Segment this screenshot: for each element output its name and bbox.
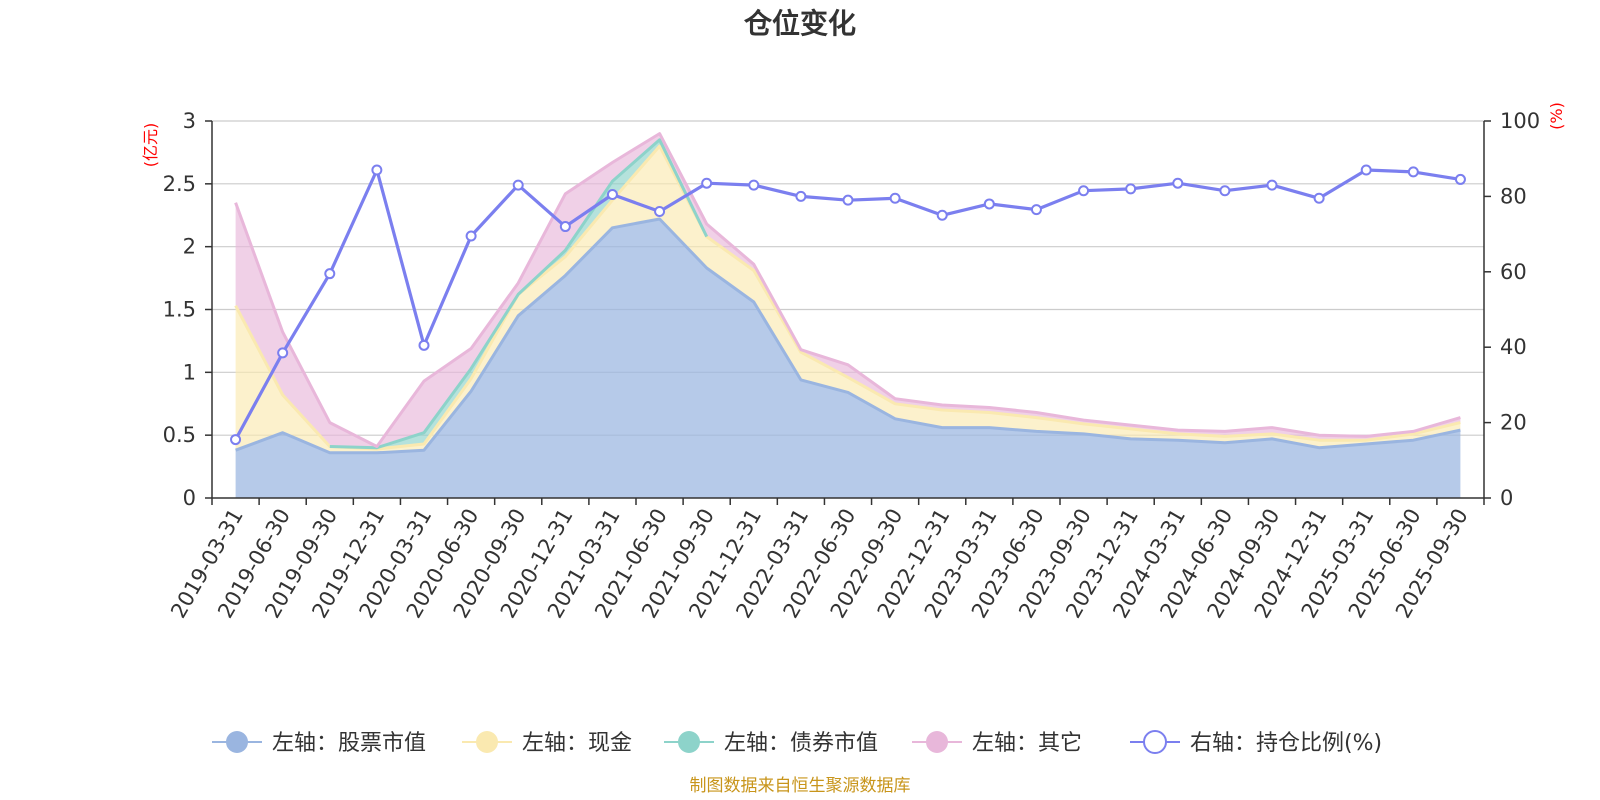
holding-ratio-point [230, 434, 242, 446]
holding-ratio-point [701, 177, 713, 189]
left-axis-tick-label: 2 [183, 235, 196, 259]
stacked-areas [234, 132, 1461, 498]
right-axis-ticks: 0 20 40 60 80 100 [1500, 109, 1540, 510]
right-axis-tick-label: 20 [1500, 411, 1527, 435]
holding-ratio-point [1172, 177, 1184, 189]
left-axis-tick-label: 1.5 [163, 298, 196, 322]
holding-ratio-point [936, 209, 948, 221]
holding-ratio-point [1454, 173, 1466, 185]
holding-ratio-point [324, 268, 336, 280]
holding-ratio-point [418, 339, 430, 351]
legend-marker-4 [926, 731, 948, 753]
area-edge-series-4 [234, 132, 1461, 448]
holding-ratio-point [1266, 179, 1278, 191]
holding-ratio-point [1078, 185, 1090, 197]
area-edge-series-3 [329, 138, 709, 450]
left-axis-tick-label: 0 [183, 486, 196, 510]
right-axis-tick-label: 80 [1500, 184, 1527, 208]
holding-ratio-point [842, 194, 854, 206]
right-axis-unit-label: (%) [1547, 102, 1566, 130]
axes [205, 120, 1491, 505]
legend-label-1: 左轴：股票市值 [272, 731, 426, 756]
holding-ratio-point [1360, 164, 1372, 176]
holding-ratio-point [889, 192, 901, 204]
holding-ratio-point [654, 205, 666, 217]
right-axis-tick-label: 0 [1500, 486, 1513, 510]
legend-label-4: 左轴：其它 [972, 731, 1082, 756]
legend-marker-5 [1143, 730, 1167, 754]
holding-ratio-point [1407, 166, 1419, 178]
holding-ratio-point [277, 347, 289, 359]
legend: 左轴：股票市值 左轴：现金 左轴：债券市值 左轴：其它 右轴：持仓比例(%) [212, 730, 1382, 756]
legend-label-2: 左轴：现金 [522, 731, 632, 756]
holding-ratio-point [512, 179, 524, 191]
area-edge-series-2 [234, 144, 1461, 451]
legend-label-3: 左轴：债券市值 [724, 731, 878, 756]
legend-marker-3 [678, 731, 700, 753]
chart-title: 仓位变化 [744, 7, 856, 40]
left-axis-ticks: 0 0.5 1 1.5 2 2.5 3 [163, 109, 196, 510]
legend-marker-2 [476, 731, 498, 753]
holding-ratio-point [795, 190, 807, 202]
left-axis-tick-label: 2.5 [163, 172, 196, 196]
area-edge-series-1 [235, 217, 1461, 455]
right-axis-tick-label: 40 [1500, 335, 1527, 359]
source-note: 制图数据来自恒生聚源数据库 [690, 776, 911, 796]
holding-ratio-point [606, 189, 618, 201]
holding-ratio-line-layer [230, 164, 1466, 446]
right-axis-tick-label: 60 [1500, 260, 1527, 284]
x-axis-ticks: 2019-03-312019-06-302019-09-302019-12-31… [166, 505, 1473, 623]
legend-label-5: 右轴：持仓比例(%) [1190, 731, 1382, 756]
holding-ratio-point [1219, 185, 1231, 197]
legend-marker-1 [226, 731, 248, 753]
holding-ratio-point [371, 164, 383, 176]
holding-ratio-point [1125, 183, 1137, 195]
area-series-1 [235, 219, 1461, 498]
holding-ratio-point [559, 221, 571, 233]
left-axis-tick-label: 3 [183, 109, 196, 133]
holding-ratio-point [465, 230, 477, 242]
holding-ratio-point [1313, 192, 1325, 204]
holding-ratio-point [983, 198, 995, 210]
holding-ratio-point [748, 179, 760, 191]
right-axis-tick-label: 100 [1500, 109, 1540, 133]
holding-ratio-point [1030, 204, 1042, 216]
left-axis-tick-label: 0.5 [163, 423, 196, 447]
left-axis-unit-label: (亿元) [141, 123, 160, 168]
left-axis-tick-label: 1 [183, 360, 196, 384]
